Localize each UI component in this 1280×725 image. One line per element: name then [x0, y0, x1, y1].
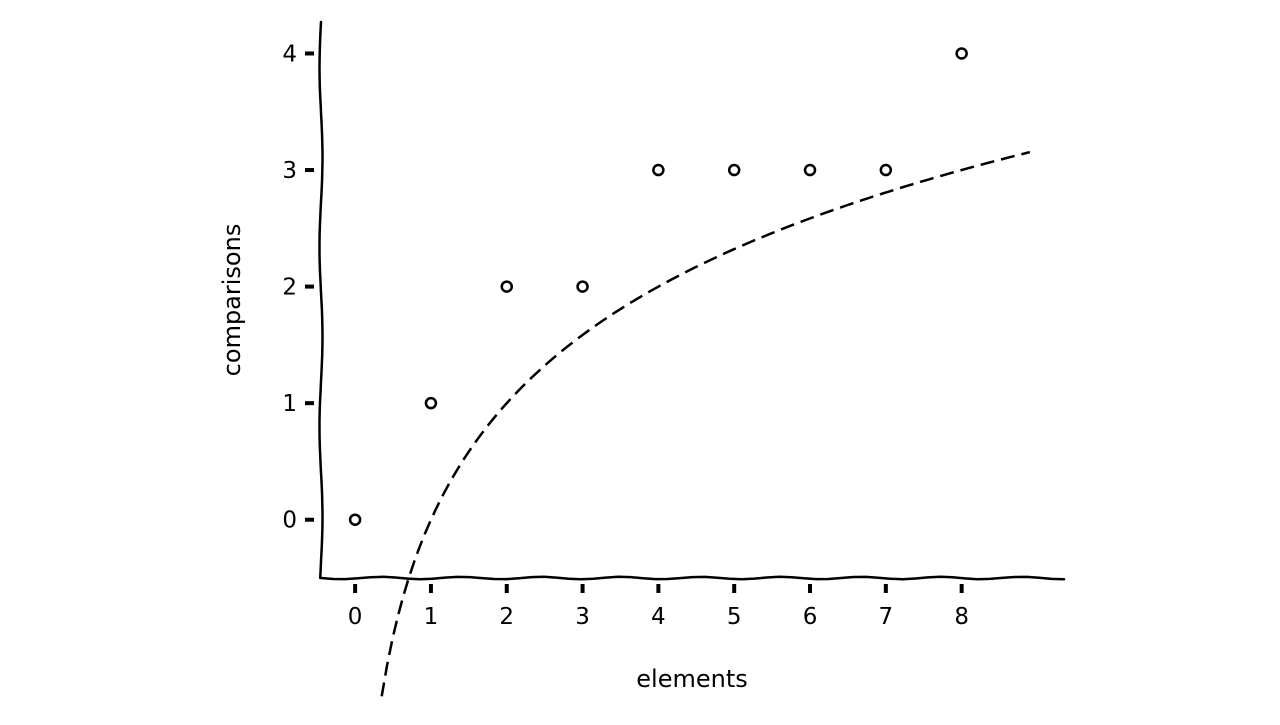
- x-tick-label: 6: [803, 604, 818, 630]
- y-tick-label: 4: [282, 41, 297, 67]
- x-tick-label: 7: [879, 604, 894, 630]
- data-point: [652, 163, 665, 177]
- data-point: [424, 396, 438, 410]
- x-tick-label: 3: [575, 604, 590, 630]
- x-axis-line: [319, 575, 1066, 581]
- data-point: [348, 513, 362, 526]
- data-point: [955, 47, 968, 60]
- x-tick-label: 2: [499, 604, 514, 630]
- y-axis-line: [318, 20, 324, 580]
- log-curve: [380, 150, 1031, 697]
- y-tick-label: 1: [282, 391, 297, 417]
- data-points: [348, 47, 968, 526]
- x-tick-label: 5: [727, 604, 742, 630]
- data-point: [879, 163, 893, 177]
- y-tick-label: 3: [282, 158, 297, 184]
- x-axis-title: elements: [636, 665, 747, 693]
- y-axis-title: comparisons: [218, 224, 246, 377]
- y-tick-label: 2: [282, 275, 297, 301]
- x-tick-label: 4: [651, 604, 666, 630]
- data-point: [727, 163, 741, 177]
- y-ticks: 0 1 2 3 4: [282, 41, 314, 534]
- y-tick-label: 0: [282, 508, 297, 534]
- x-tick-label: 0: [348, 604, 363, 630]
- data-point: [576, 280, 589, 293]
- x-ticks: 0 1 2 3 4 5 6 7 8: [348, 584, 969, 630]
- data-point: [803, 163, 817, 177]
- x-tick-label: 1: [424, 604, 439, 630]
- x-tick-label: 8: [954, 604, 969, 630]
- data-point: [500, 280, 513, 293]
